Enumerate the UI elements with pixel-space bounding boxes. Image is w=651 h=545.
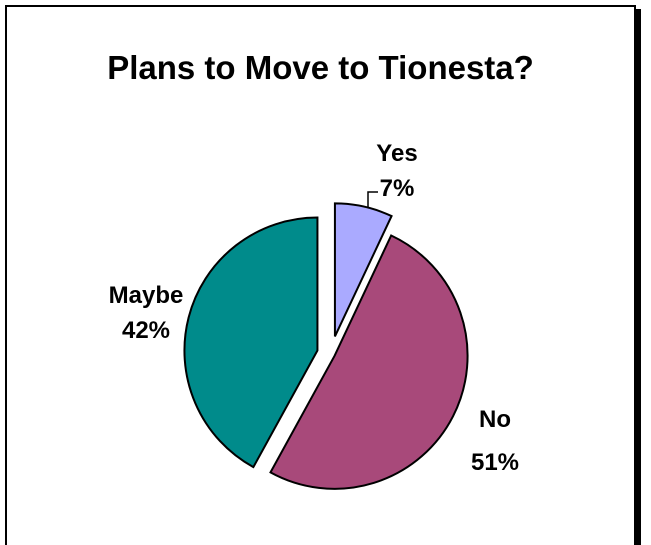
yes-leader-line bbox=[367, 191, 378, 207]
slice-label-maybe: Maybe bbox=[109, 282, 184, 309]
slice-value-maybe: 42% bbox=[122, 317, 170, 344]
slice-label-no: No bbox=[479, 406, 511, 433]
slice-value-no: 51% bbox=[471, 449, 519, 476]
slice-value-yes: 7% bbox=[380, 175, 415, 202]
pie-slice-yes bbox=[333, 202, 393, 337]
pie-slice-maybe bbox=[183, 216, 319, 469]
pie-slice-no bbox=[269, 234, 469, 490]
chart-title: Plans to Move to Tionesta? bbox=[107, 49, 534, 86]
pie-slices bbox=[183, 202, 469, 490]
slice-label-yes: Yes bbox=[376, 140, 417, 167]
